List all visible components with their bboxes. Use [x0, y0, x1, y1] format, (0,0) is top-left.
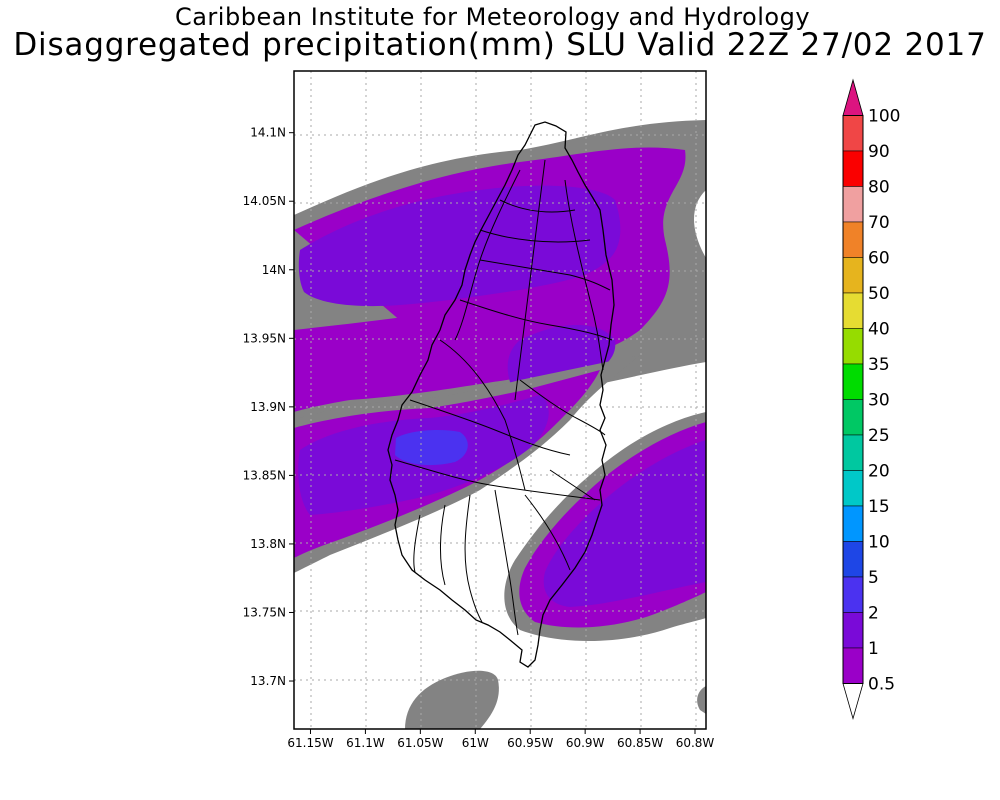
watershed	[413, 514, 421, 573]
island-outline	[387, 121, 615, 668]
y-tick-label: 13.8N	[250, 537, 286, 551]
watershed	[440, 504, 446, 586]
y-axis: 14.1N 14.05N 14N 13.95N 13.9N 13.85N 13.8N 13.7…	[243, 126, 294, 688]
colorbar-label: 35	[868, 355, 890, 375]
watershed	[494, 489, 519, 636]
watershed	[514, 159, 546, 401]
south-gray-patch	[405, 670, 499, 729]
colorbar-label: 10	[868, 533, 890, 553]
x-tick-label: 60.9W	[566, 736, 605, 750]
y-tick-label: 13.85N	[243, 468, 286, 482]
watershed	[409, 399, 571, 456]
x-tick-label: 60.8W	[676, 736, 715, 750]
colorbar-label: 40	[868, 320, 890, 340]
watershed	[394, 459, 601, 501]
colorbar-box	[842, 505, 864, 542]
x-tick-label: 61.15W	[287, 736, 333, 750]
chart-title-line1: Caribbean Institute for Meteorology and …	[174, 3, 811, 31]
colorbar-label: 50	[868, 284, 890, 304]
colorbar-label: 60	[868, 249, 890, 269]
colorbar-lower-triangle	[842, 683, 864, 720]
x-tick-label: 61.1W	[346, 736, 385, 750]
watershed	[459, 299, 613, 341]
watershed	[464, 494, 483, 623]
y-tick-label: 13.75N	[243, 605, 286, 619]
mid-band-blue	[395, 430, 468, 466]
colorbar-box	[842, 647, 864, 684]
colorbar-label: 1	[868, 639, 879, 659]
colorbar-box	[842, 612, 864, 649]
watershed	[439, 339, 526, 491]
colorbar-box	[842, 292, 864, 329]
watershed	[524, 494, 571, 571]
colorbar-box	[842, 115, 864, 152]
watershed	[549, 469, 596, 501]
x-tick-label: 60.95W	[507, 736, 553, 750]
y-tick-label: 14N	[262, 263, 286, 277]
colorbar-box	[842, 363, 864, 400]
y-tick-label: 13.9N	[250, 400, 286, 414]
colorbar-box	[842, 150, 864, 187]
y-tick-label: 13.95N	[243, 331, 286, 345]
colorbar-frame	[842, 115, 864, 684]
chart-title-line2: Disaggregated precipitation(mm) SLU Vali…	[13, 27, 987, 63]
colorbar-label: 5	[868, 568, 879, 588]
colorbar-box	[842, 434, 864, 471]
coastline	[387, 121, 615, 668]
colorbar-box	[842, 470, 864, 507]
x-tick-label: 60.85W	[617, 736, 663, 750]
colorbar-box	[842, 186, 864, 223]
colorbar-label: 15	[868, 497, 890, 517]
se-band-violet	[543, 440, 706, 607]
watershed	[519, 379, 606, 436]
watershed	[499, 199, 576, 213]
y-tick-label: 14.05N	[243, 194, 286, 208]
colorbar-upper-triangle	[842, 78, 864, 116]
colorbar-label: 25	[868, 426, 890, 446]
colorbar-label: 70	[868, 213, 890, 233]
watershed	[479, 259, 611, 291]
precipitation-field	[294, 120, 706, 729]
colorbar-label: 0.5	[868, 675, 895, 695]
colorbar-label: 80	[868, 178, 890, 198]
colorbar-box	[842, 399, 864, 436]
x-axis: 61.15W 61.1W 61.05W 61W 60.95W 60.9W 60.85W 60.…	[287, 729, 714, 750]
x-tick-label: 61W	[462, 736, 489, 750]
y-tick-label: 14.1N	[250, 126, 286, 140]
grid-lines	[294, 71, 706, 729]
colorbar-label: 20	[868, 462, 890, 482]
colorbar-box	[842, 221, 864, 258]
colorbar-label: 30	[868, 391, 890, 411]
map-frame	[293, 70, 707, 730]
x-tick-label: 61.05W	[397, 736, 443, 750]
colorbar-box	[842, 328, 864, 365]
colorbar-label: 2	[868, 604, 879, 624]
se-corner-gray-patch	[697, 686, 706, 714]
watershed	[564, 179, 604, 371]
colorbar-box	[842, 257, 864, 294]
colorbar-label: 100	[868, 107, 900, 127]
watershed	[479, 229, 591, 243]
north-band-violet	[298, 185, 621, 307]
y-tick-label: 13.7N	[250, 674, 286, 688]
colorbar-box	[842, 576, 864, 613]
colorbar-box	[842, 541, 864, 578]
colorbar-label: 90	[868, 142, 890, 162]
